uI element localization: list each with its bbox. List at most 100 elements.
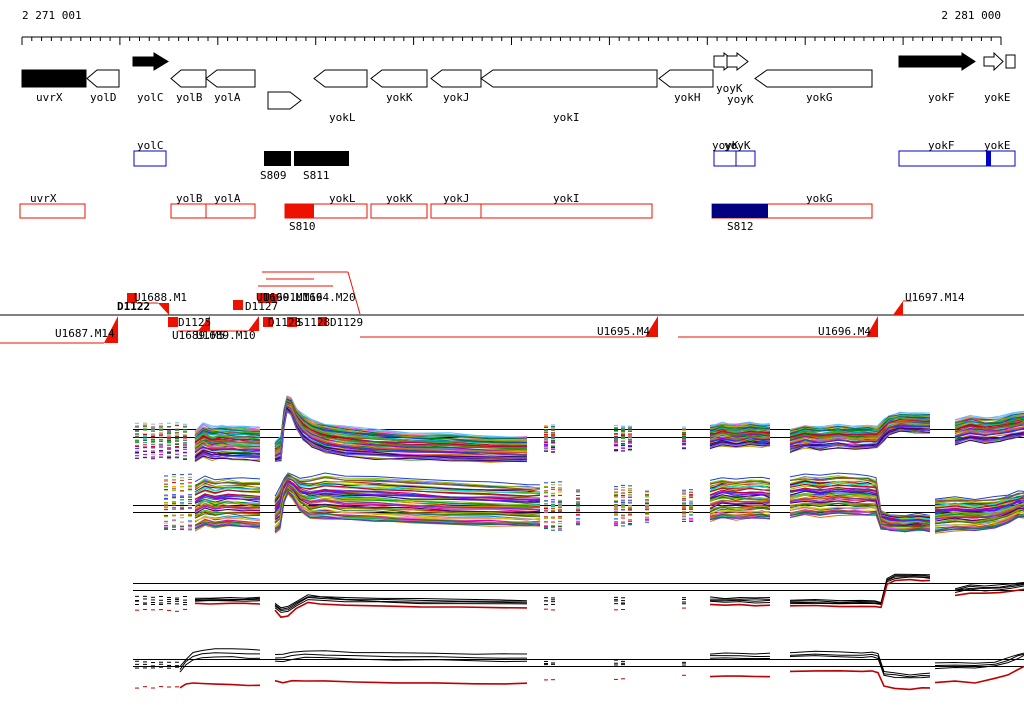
ramp-marker[interactable] xyxy=(866,316,878,337)
gene-yokI-arrow[interactable] xyxy=(480,69,658,88)
segment-feature-label: S811 xyxy=(303,169,330,182)
expression-series-line xyxy=(934,503,1024,517)
expression-series-line xyxy=(194,455,261,462)
shift-marker[interactable] xyxy=(287,317,297,327)
expression-series-line xyxy=(274,482,541,516)
gene-yoyK-arrow[interactable] xyxy=(726,51,749,72)
gene-yokE-box[interactable] xyxy=(1005,54,1016,69)
cds-box[interactable] xyxy=(713,150,737,167)
expression-series-line xyxy=(194,503,261,511)
shift-marker[interactable] xyxy=(233,300,243,310)
ramp-marker[interactable] xyxy=(645,316,658,337)
expression-series-line xyxy=(934,500,1024,511)
transcript-box[interactable] xyxy=(170,203,256,219)
segment-feature-box-S812[interactable] xyxy=(712,204,768,218)
cds-box[interactable] xyxy=(133,150,167,167)
ramp-marker[interactable] xyxy=(158,303,169,315)
gene-uvrX-box[interactable] xyxy=(21,69,87,88)
expression-series-line xyxy=(194,435,261,443)
shift-marker[interactable] xyxy=(127,293,137,303)
expression-series-line xyxy=(709,599,771,602)
gene-yolD-arrow[interactable] xyxy=(86,69,120,88)
expression-series-line xyxy=(709,500,771,506)
transcript-box[interactable] xyxy=(370,203,428,219)
expression-series-line xyxy=(179,652,260,670)
expression-series-line xyxy=(709,505,771,511)
transcript-box[interactable] xyxy=(284,203,368,219)
transcript-box[interactable] xyxy=(19,203,86,219)
cds-box[interactable] xyxy=(735,150,756,167)
gene-track: uvrX yolD yolC yolB yolA yokL yokK yokJ yokI yokH… xyxy=(21,51,1016,124)
expression-series-line xyxy=(934,652,1024,664)
gene-unlabeled-arrow[interactable] xyxy=(267,91,302,110)
cds-label: yoyK xyxy=(724,139,751,152)
expression-series-line xyxy=(934,509,1024,524)
transcript-label: yolB xyxy=(176,192,203,205)
gene-label: yolC xyxy=(137,91,164,104)
segment-id-label: U1695.M4 xyxy=(597,325,650,338)
cds-boundary-marker xyxy=(986,151,991,166)
ramp-marker[interactable] xyxy=(198,316,210,331)
shift-marker[interactable] xyxy=(268,294,277,303)
expression-series-line xyxy=(709,444,771,449)
cds-box[interactable] xyxy=(987,150,1016,167)
expression-series-line xyxy=(789,422,931,444)
expression-series-line xyxy=(274,480,540,510)
gene-yolB-arrow[interactable] xyxy=(170,69,207,88)
expression-series-line xyxy=(709,509,771,514)
shift-marker[interactable] xyxy=(318,317,327,326)
cds-label: yolC xyxy=(137,139,164,152)
gene-yokE-arrow[interactable] xyxy=(983,51,1004,72)
gene-yokH-arrow[interactable] xyxy=(658,69,714,88)
segment-id-label: S1128 xyxy=(297,316,330,329)
expression-series-line xyxy=(194,500,261,507)
shift-marker[interactable] xyxy=(168,317,178,327)
expression-series-line xyxy=(709,598,771,600)
shift-marker[interactable] xyxy=(263,317,273,327)
segment-feature-box[interactable] xyxy=(294,151,349,166)
gene-label: yoyK xyxy=(727,93,754,106)
transcript-label: yokK xyxy=(386,192,413,205)
gene-yolA-arrow[interactable] xyxy=(205,69,256,88)
expression-series-line xyxy=(789,573,931,604)
ramp-marker[interactable] xyxy=(893,301,903,315)
expression-series-line xyxy=(194,444,261,453)
gene-label: yolD xyxy=(90,91,117,104)
expression-series-line xyxy=(789,486,931,523)
gene-yolC-arrow[interactable] xyxy=(132,52,169,71)
gene-label: yokL xyxy=(329,111,356,124)
expression-series-line xyxy=(194,450,261,459)
expression-series-line xyxy=(954,418,1024,428)
region-end-coordinate: 2 281 000 xyxy=(941,9,1001,22)
expression-series-line xyxy=(274,487,541,524)
expression-series-line xyxy=(194,475,261,483)
expression-series-line xyxy=(194,494,261,503)
shift-marker[interactable] xyxy=(258,293,268,303)
expression-series-line xyxy=(789,481,931,521)
gene-yokF-arrow[interactable] xyxy=(898,52,976,71)
segment-id-label: U1689.M5 xyxy=(172,329,225,342)
expression-series-line xyxy=(194,440,261,448)
expression-series-line xyxy=(934,511,1024,527)
expression-series-line xyxy=(789,650,931,676)
expression-series-line xyxy=(194,427,261,435)
expression-series-line xyxy=(954,422,1024,432)
gene-yokG-arrow[interactable] xyxy=(754,69,873,88)
expression-series-line xyxy=(709,480,771,485)
expression-series-line xyxy=(709,434,771,440)
expression-series-line xyxy=(194,422,261,432)
expression-series-line xyxy=(274,596,528,612)
expression-series-line xyxy=(274,594,528,609)
expression-series-line xyxy=(194,506,261,512)
gene-yokK-arrow[interactable] xyxy=(370,69,428,88)
expression-series-line xyxy=(194,483,261,490)
cds-box[interactable] xyxy=(898,150,989,167)
segment-feature-box[interactable] xyxy=(264,151,291,166)
ramp-marker[interactable] xyxy=(248,316,259,331)
transcript-box[interactable] xyxy=(430,203,653,219)
gene-yokL-arrow[interactable] xyxy=(313,69,368,88)
gene-label: yokG xyxy=(806,91,833,104)
expression-series-line xyxy=(954,434,1024,443)
ramp-marker[interactable] xyxy=(104,316,118,343)
gene-yokJ-arrow[interactable] xyxy=(430,69,482,88)
